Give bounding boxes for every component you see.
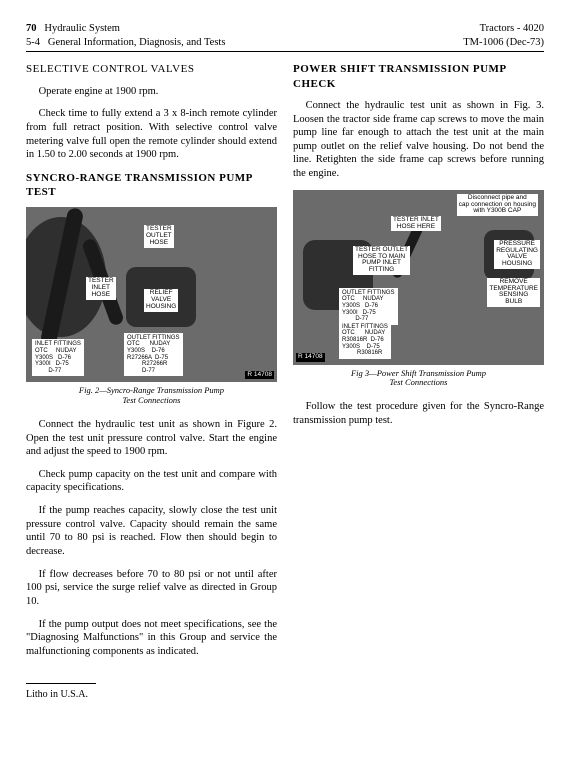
doc-ref: TM-1006 (Dec-73): [463, 36, 544, 50]
figure-3: Disconnect pipe and cap connection on ho…: [293, 190, 544, 365]
left-p4: Check pump capacity on the test unit and…: [26, 468, 277, 495]
left-p3: Connect the hydraulic test unit as shown…: [26, 418, 277, 459]
fig2-ref: R 14708: [245, 371, 274, 380]
left-p1: Operate engine at 1900 rpm.: [26, 85, 277, 99]
product-ref: Tractors - 4020: [463, 22, 544, 36]
left-column: SELECTIVE CONTROL VALVES Operate engine …: [26, 62, 277, 700]
header-row: 70 Hydraulic System 5-4 General Informat…: [26, 22, 544, 49]
fig3-remove-temp-label: REMOVE TEMPERATURE SENSING BULB: [487, 278, 540, 307]
fig3-ref: R 14708: [296, 353, 325, 362]
selective-control-valves-title: SELECTIVE CONTROL VALVES: [26, 62, 277, 76]
fig2-inlet-fittings-table: INLET FITTINGS OTC NUDAY Y300S D-76 Y300…: [32, 339, 84, 376]
syncro-range-title: SYNCRO-RANGE TRANSMISSION PUMP TEST: [26, 171, 277, 200]
section-title: Hydraulic System: [44, 23, 120, 34]
header-left: 70 Hydraulic System 5-4 General Informat…: [26, 22, 225, 49]
fig3-pressure-reg-label: PRESSURE REGULATING VALVE HOUSING: [494, 240, 540, 269]
right-column: POWER SHIFT TRANSMISSION PUMP CHECK Conn…: [293, 62, 544, 700]
section-num: 5-4: [26, 37, 40, 48]
right-p1: Connect the hydraulic test unit as shown…: [293, 99, 544, 181]
figure-2: TESTER OUTLET HOSE TESTER INLET HOSE REL…: [26, 207, 277, 382]
right-p2: Follow the test procedure given for the …: [293, 400, 544, 427]
section-sub: General Information, Diagnosis, and Test…: [48, 37, 226, 48]
fig3-inlet-fittings-table: INLET FITTINGS OTC NUDAY R30816R D-76 Y3…: [339, 322, 391, 359]
left-p5: If the pump reaches capacity, slowly clo…: [26, 504, 277, 559]
header-right: Tractors - 4020 TM-1006 (Dec-73): [463, 22, 544, 49]
columns: SELECTIVE CONTROL VALVES Operate engine …: [26, 62, 544, 700]
fig3-tester-outlet-label: TESTER OUTLET HOSE TO MAIN PUMP INLET FI…: [353, 246, 410, 275]
header-rule: [26, 51, 544, 52]
left-p6: If flow decreases before 70 to 80 psi or…: [26, 568, 277, 609]
power-shift-title: POWER SHIFT TRANSMISSION PUMP CHECK: [293, 62, 544, 91]
fig3-outlet-fittings-table: OUTLET FITTINGS OTC NUDAY Y300S D-76 Y30…: [339, 288, 398, 325]
fig3-tester-inlet-label: TESTER INLET HOSE HERE: [391, 216, 441, 232]
fig3-disconnect-label: Disconnect pipe and cap connection on ho…: [457, 194, 538, 216]
fig2-tester-inlet-hose-label: TESTER INLET HOSE: [86, 277, 116, 299]
fig2-tester-outlet-hose-label: TESTER OUTLET HOSE: [144, 225, 174, 247]
fig2-outlet-fittings-table: OUTLET FITTINGS OTC NUDAY Y300S D-76 R27…: [124, 333, 183, 377]
left-p2: Check time to fully extend a 3 x 8-inch …: [26, 107, 277, 162]
page-number: 70: [26, 23, 37, 34]
figure-2-caption: Fig. 2—Syncro-Range Transmission Pump Te…: [26, 386, 277, 406]
fig2-relief-valve-housing-label: RELIEF VALVE HOUSING: [144, 289, 178, 311]
footer-text: Litho in U.S.A.: [26, 688, 277, 701]
figure-3-caption: Fig 3—Power Shift Transmission Pump Test…: [293, 369, 544, 389]
left-p7: If the pump output does not meet specifi…: [26, 618, 277, 659]
